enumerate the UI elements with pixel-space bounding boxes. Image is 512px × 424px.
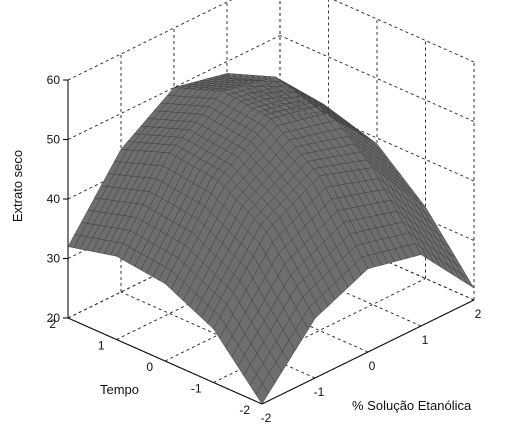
x-tick-label: 1 [422, 333, 429, 347]
z-tick-label: 60 [47, 73, 61, 87]
z-tick-label: 30 [47, 252, 61, 266]
side-wall-grid-line [279, 35, 475, 122]
x-tick-label: 2 [475, 307, 482, 321]
y-axis-label: Tempo [100, 382, 139, 397]
floor-grid-line [120, 291, 316, 379]
y-tick-label: -1 [191, 382, 202, 396]
surface-patch [461, 273, 475, 289]
surface-layer [67, 73, 475, 405]
y-tick-label: -2 [239, 403, 250, 417]
x-tick-label: 0 [369, 359, 376, 373]
z-tick-label: 20 [47, 311, 61, 325]
z-tick-label: 50 [47, 133, 61, 147]
y-tick-label: 0 [146, 360, 153, 374]
y-tick-label: 2 [49, 317, 56, 331]
z-axis-label: Extrato seco [10, 150, 25, 222]
z-tick-label: 40 [47, 192, 61, 206]
x-axis-line [261, 299, 475, 405]
x-axis-label: % Solução Etanólica [352, 398, 472, 413]
y-axis-line [67, 317, 263, 405]
x-tick-label: -2 [261, 411, 272, 424]
y-tick-label: 1 [98, 339, 105, 353]
tick-layer: 20 30 40 50 60 -2 -1 0 1 2 -2 -1 0 1 2 [47, 73, 482, 424]
x-tick-label: -1 [314, 385, 325, 399]
